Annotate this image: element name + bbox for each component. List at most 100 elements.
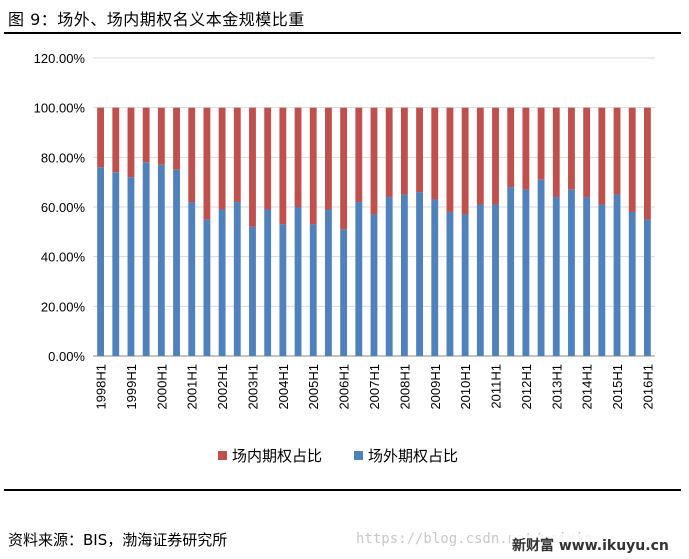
bar-otc-2014H2 xyxy=(598,204,606,356)
y-tick-label: 0.00% xyxy=(48,349,85,364)
bar-exchange-2008H1 xyxy=(400,107,408,195)
y-tick-label: 60.00% xyxy=(41,200,86,215)
x-tick-label: 2008H1 xyxy=(397,364,412,410)
bar-exchange-2007H2 xyxy=(385,107,393,198)
x-tick-label: 2010H1 xyxy=(458,364,473,410)
bar-exchange-1998H2 xyxy=(112,107,120,173)
bar-exchange-2006H1 xyxy=(340,107,348,230)
bar-exchange-2006H2 xyxy=(355,107,363,203)
bar-otc-2003H2 xyxy=(264,209,272,356)
legend-swatch xyxy=(218,451,227,460)
bar-otc-1998H2 xyxy=(112,172,120,356)
bar-otc-2010H1 xyxy=(461,214,469,356)
x-tick-label: 2009H1 xyxy=(428,364,443,410)
figure-title: 图 9：场外、场内期权名义本金规模比重 xyxy=(8,10,305,29)
x-tick-label: 2012H1 xyxy=(519,364,534,410)
bar-exchange-2004H2 xyxy=(294,107,302,207)
bar-exchange-1999H1 xyxy=(127,107,135,178)
x-tick-label: 2007H1 xyxy=(367,364,382,410)
x-tick-label: 2015H1 xyxy=(610,364,625,410)
legend: 场内期权占比 场外期权占比 xyxy=(218,448,458,465)
bar-otc-2005H1 xyxy=(309,224,317,356)
bar-otc-2015H2 xyxy=(628,211,636,356)
x-tick-label: 2005H1 xyxy=(306,364,321,410)
bar-exchange-2016H1 xyxy=(643,107,651,220)
x-tick-label: 2011H1 xyxy=(489,364,504,409)
bar-otc-2005H2 xyxy=(325,209,332,356)
bar-exchange-2001H2 xyxy=(203,107,211,220)
y-tick-label: 80.00% xyxy=(41,150,86,165)
bar-exchange-2008H2 xyxy=(416,107,423,193)
bar-exchange-2012H2 xyxy=(537,107,545,180)
bar-otc-2011H2 xyxy=(507,187,515,356)
bar-exchange-2001H1 xyxy=(188,107,196,203)
bar-otc-2009H2 xyxy=(446,211,454,356)
bar-exchange-2010H2 xyxy=(476,107,484,205)
y-tick-label: 100.00% xyxy=(34,101,86,116)
x-tick-label: 2014H1 xyxy=(580,364,595,410)
bar-exchange-2013H2 xyxy=(568,107,575,190)
bar-otc-2016H1 xyxy=(643,219,651,356)
x-tick-label: 1998H1 xyxy=(94,364,109,410)
bar-exchange-2002H1 xyxy=(218,107,226,210)
x-tick-label: 2006H1 xyxy=(337,364,352,410)
bar-exchange-2004H1 xyxy=(279,107,287,225)
brand-logo-text: 新财富 www.ikuyu.cn xyxy=(510,535,671,555)
y-tick-label: 40.00% xyxy=(41,250,86,265)
source-note: 资料来源：BIS，渤海证券研究所 xyxy=(8,531,228,549)
bars xyxy=(97,107,651,356)
bar-exchange-2015H1 xyxy=(613,107,621,195)
bar-exchange-2003H1 xyxy=(249,107,256,227)
bar-otc-2004H1 xyxy=(279,224,287,356)
x-tick-label: 2003H1 xyxy=(245,364,260,410)
legend-label: 场外期权占比 xyxy=(368,448,458,465)
bar-otc-2015H1 xyxy=(613,194,621,356)
bar-otc-2011H1 xyxy=(492,204,499,356)
bar-otc-2010H2 xyxy=(476,204,484,356)
bar-exchange-2002H2 xyxy=(233,107,241,203)
bar-exchange-2009H1 xyxy=(431,107,439,200)
legend-swatch xyxy=(354,451,363,460)
bar-exchange-2000H2 xyxy=(173,107,180,170)
bar-otc-2000H1 xyxy=(157,164,165,356)
stacked-bar-chart: 0.00% 20.00% 40.00% 60.00% 80.00% 100.00% 120.… xyxy=(34,51,656,465)
bar-exchange-2003H2 xyxy=(264,107,272,210)
x-tick-label: 2002H1 xyxy=(215,364,230,410)
bar-exchange-2014H2 xyxy=(598,107,606,205)
top-rule xyxy=(4,32,681,34)
y-tick-label: 120.00% xyxy=(34,51,86,66)
bar-exchange-2012H1 xyxy=(522,107,530,190)
x-axis-ticks: 1998H1 1999H1 2000H1 2001H1 2002H1 2003H1 2004… xyxy=(94,364,656,410)
bar-exchange-2010H1 xyxy=(461,107,469,215)
bar-otc-2009H1 xyxy=(431,199,439,356)
bar-otc-2012H1 xyxy=(522,189,530,356)
bar-otc-1998H1 xyxy=(97,167,105,356)
bar-exchange-2009H2 xyxy=(446,107,454,212)
bar-otc-2001H1 xyxy=(188,202,196,356)
bar-exchange-2005H1 xyxy=(309,107,317,225)
bar-otc-2002H2 xyxy=(233,202,241,356)
legend-label: 场内期权占比 xyxy=(232,448,322,465)
x-tick-label: 1999H1 xyxy=(124,364,139,410)
y-tick-label: 20.00% xyxy=(41,299,86,314)
bar-exchange-2011H2 xyxy=(507,107,515,188)
x-tick-label: 2016H1 xyxy=(640,364,655,410)
bottom-rule xyxy=(4,489,681,491)
bar-otc-2004H2 xyxy=(294,207,302,356)
bar-exchange-2000H1 xyxy=(157,107,165,165)
bar-otc-2006H1 xyxy=(340,229,348,356)
x-tick-label: 2013H1 xyxy=(549,364,564,410)
bar-exchange-2007H1 xyxy=(370,107,378,215)
bar-otc-2007H1 xyxy=(370,214,378,356)
bar-otc-2008H2 xyxy=(416,192,423,356)
bar-exchange-2014H1 xyxy=(583,107,591,198)
bar-otc-2008H1 xyxy=(400,194,408,356)
bar-exchange-2005H2 xyxy=(325,107,332,210)
bar-otc-2002H1 xyxy=(218,209,226,356)
x-tick-label: 2004H1 xyxy=(276,364,291,410)
bar-otc-2000H2 xyxy=(173,169,180,356)
bar-exchange-1999H2 xyxy=(142,107,150,163)
x-tick-label: 2001H1 xyxy=(185,364,200,410)
bar-exchange-1998H1 xyxy=(97,107,105,168)
bar-otc-2007H2 xyxy=(385,197,393,356)
